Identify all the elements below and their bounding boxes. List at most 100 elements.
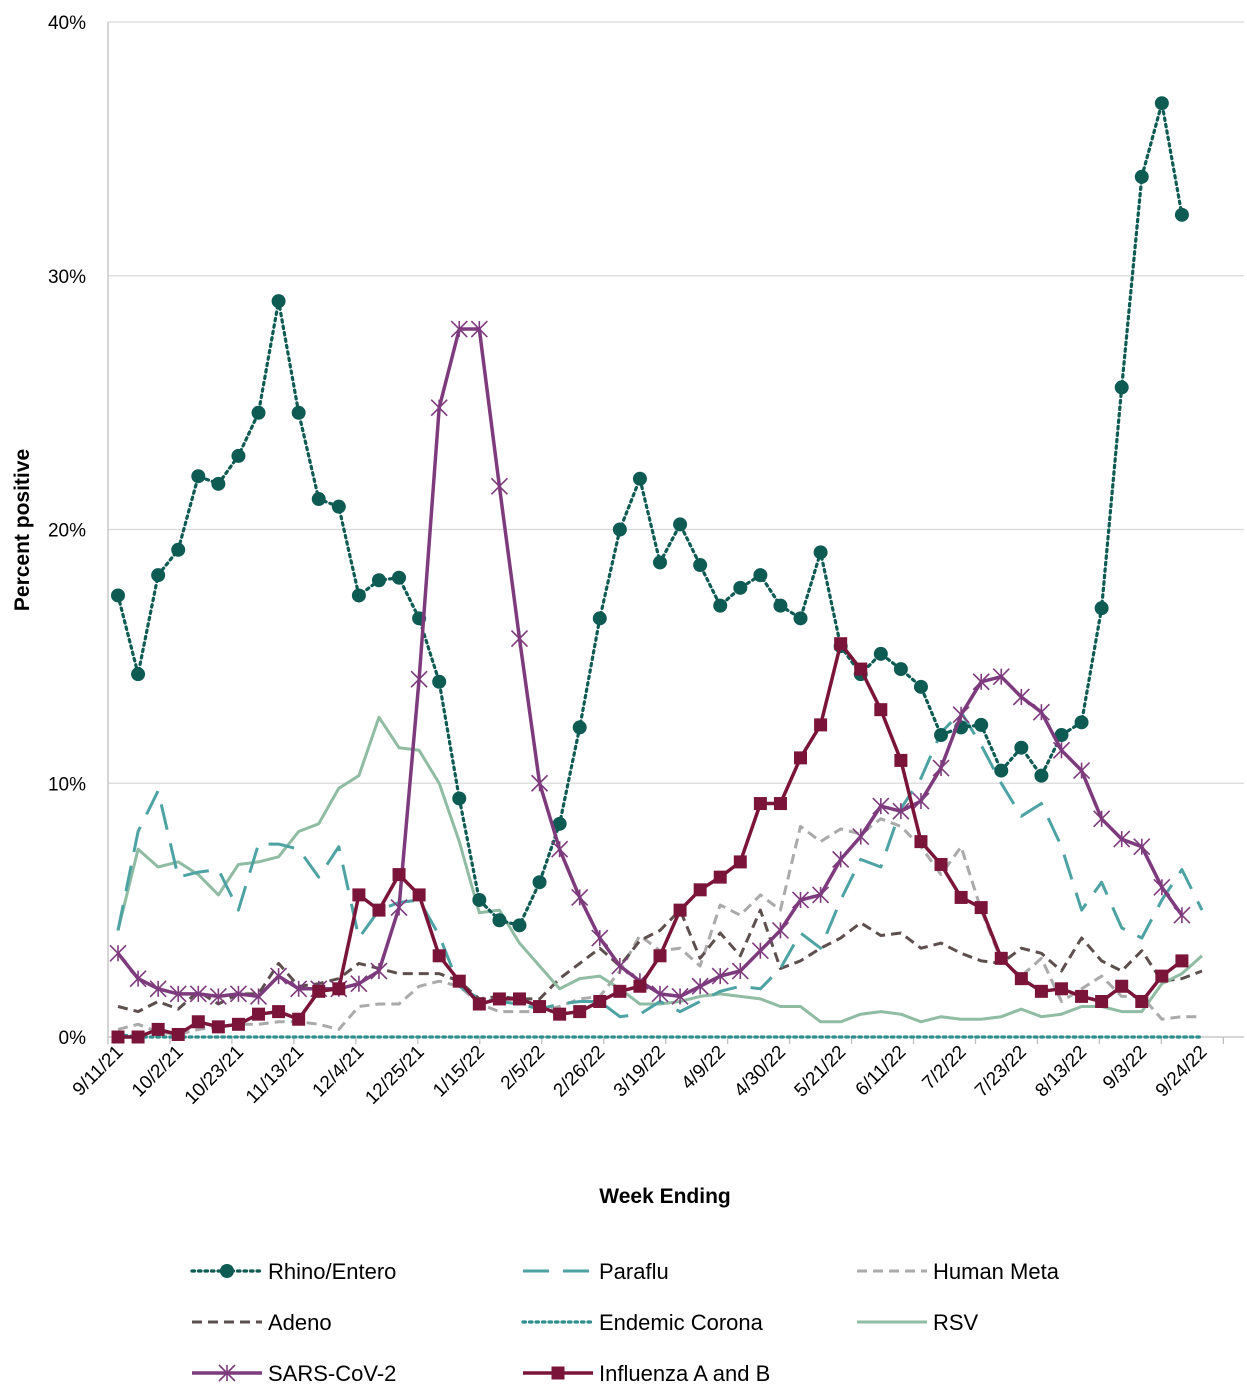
sars-cov-2-point bbox=[350, 975, 368, 993]
influenza-a-and-b-point bbox=[834, 637, 848, 651]
legend-point bbox=[220, 1264, 234, 1278]
sars-cov-2-point bbox=[1153, 878, 1171, 896]
rhino-entero-point bbox=[1014, 740, 1029, 755]
influenza-a-and-b-point bbox=[432, 949, 446, 963]
rhino-entero-point bbox=[913, 679, 928, 694]
sars-cov-2-point bbox=[490, 477, 508, 495]
rhino-entero-point bbox=[191, 469, 206, 484]
influenza-a-and-b-point bbox=[392, 868, 406, 882]
sars-cov-2-point bbox=[1032, 703, 1050, 721]
rhino-entero-point bbox=[171, 542, 186, 557]
x-tick-label: 10/2/21 bbox=[128, 1042, 188, 1102]
influenza-a-and-b-point bbox=[794, 751, 808, 765]
influenza-a-and-b-point bbox=[1115, 979, 1129, 993]
legend-label: Paraflu bbox=[599, 1259, 669, 1284]
influenza-a-and-b-point bbox=[492, 992, 506, 1006]
rhino-entero-point bbox=[291, 405, 306, 420]
influenza-a-and-b-point bbox=[1014, 972, 1028, 986]
sars-cov-2-point bbox=[972, 673, 990, 691]
sars-cov-2-point bbox=[290, 980, 308, 998]
rhino-entero-point bbox=[1134, 169, 1149, 184]
sars-cov-2-line bbox=[116, 327, 1184, 999]
influenza-a-and-b-point bbox=[814, 718, 828, 732]
rhino-entero-point bbox=[632, 471, 647, 486]
influenza-a-and-b-point bbox=[773, 797, 787, 811]
rhino-entero-point bbox=[271, 294, 286, 309]
rhino-entero-point bbox=[111, 588, 125, 603]
rhino-entero-point bbox=[1174, 207, 1189, 222]
influenza-a-and-b-point bbox=[1095, 994, 1109, 1008]
influenza-a-and-b-point bbox=[693, 883, 707, 897]
rhino-entero-point bbox=[813, 545, 828, 560]
x-tick-label: 3/19/22 bbox=[610, 1042, 670, 1102]
influenza-a-and-b-point bbox=[653, 949, 667, 963]
legend-item-rhino-entero: Rhino/Entero bbox=[190, 1259, 396, 1284]
sars-cov-2-point bbox=[370, 962, 388, 980]
rhino-entero-point bbox=[612, 522, 627, 537]
influenza-a-and-b-point bbox=[1075, 989, 1089, 1003]
rhino-entero-point bbox=[994, 763, 1009, 778]
rhino-entero-point bbox=[693, 558, 708, 573]
influenza-a-and-b-point bbox=[151, 1022, 165, 1036]
influenza-a-and-b-point bbox=[733, 855, 747, 869]
sars-cov-2-point bbox=[852, 827, 870, 846]
sars-cov-2-point bbox=[189, 985, 207, 1003]
rhino-entero-point bbox=[492, 913, 507, 928]
influenza-a-and-b-point bbox=[553, 1007, 567, 1021]
rhino-entero-point bbox=[1074, 715, 1089, 730]
sars-cov-2-point bbox=[109, 944, 127, 962]
rhino-entero-point bbox=[873, 646, 888, 661]
rhino-entero-point bbox=[733, 580, 748, 595]
influenza-a-and-b-point bbox=[312, 984, 326, 998]
series-rhino-entero bbox=[111, 96, 1189, 933]
influenza-a-and-b-point bbox=[1034, 984, 1048, 998]
influenza-a-and-b-point bbox=[954, 890, 968, 904]
sars-cov-2-point bbox=[129, 970, 147, 988]
legend-item-paraflu: Paraflu bbox=[523, 1259, 669, 1284]
sars-cov-2-point bbox=[691, 977, 709, 995]
rhino-entero-point bbox=[151, 568, 166, 583]
influenza-a-and-b-point bbox=[613, 984, 627, 998]
sars-cov-2-point bbox=[169, 985, 187, 1003]
series-rsv bbox=[116, 715, 1203, 1024]
sars-cov-2-point bbox=[149, 980, 167, 998]
gridlines bbox=[108, 21, 1244, 784]
rhino-entero-point bbox=[1114, 380, 1129, 395]
rhino-entero-point bbox=[552, 816, 567, 831]
y-tick-label: 40% bbox=[48, 13, 86, 34]
rhino-entero-point bbox=[1094, 601, 1109, 616]
series-endemic-corona bbox=[116, 1032, 1204, 1039]
legend: Rhino/Entero Paraflu Human Meta Adeno Endemi… bbox=[190, 1259, 1060, 1385]
sars-cov-2-point bbox=[249, 987, 268, 1005]
sars-cov-2-point bbox=[892, 802, 910, 820]
series-lines bbox=[109, 96, 1204, 1044]
influenza-a-and-b-point bbox=[231, 1017, 245, 1031]
influenza-a-and-b-point bbox=[633, 979, 647, 993]
series-sars-cov-2 bbox=[109, 320, 1191, 1005]
y-tick-label: 20% bbox=[48, 521, 86, 542]
y-tick-labels: 0% 10% 20% 30% 40% bbox=[48, 13, 86, 1049]
sars-cov-2-point bbox=[1113, 830, 1131, 848]
x-tick-label: 9/11/21 bbox=[69, 1042, 128, 1101]
influenza-a-and-b-point bbox=[211, 1020, 225, 1034]
rhino-entero-point bbox=[653, 555, 667, 570]
sars-cov-2-point bbox=[390, 899, 408, 917]
rhino-entero-point bbox=[371, 573, 386, 588]
sars-cov-2-point bbox=[551, 840, 569, 858]
rhino-entero-point bbox=[1034, 768, 1049, 783]
sars-cov-2-point bbox=[1012, 688, 1030, 706]
legend-label: Rhino/Entero bbox=[268, 1259, 396, 1284]
rhino-entero-point bbox=[351, 588, 366, 603]
rhino-entero-point bbox=[773, 598, 788, 613]
rhino-entero-point bbox=[893, 662, 908, 677]
sars-cov-2-point bbox=[1052, 741, 1071, 759]
x-axis-title: Week Ending bbox=[599, 1185, 730, 1208]
influenza-a-and-b-point bbox=[252, 1007, 266, 1021]
x-tick-label: 9/24/22 bbox=[1152, 1042, 1212, 1102]
sars-cov-2-point bbox=[510, 630, 529, 648]
sars-cov-2-point bbox=[812, 886, 830, 904]
influenza-a-and-b-point bbox=[332, 982, 346, 996]
influenza-a-and-b-point bbox=[1054, 982, 1068, 996]
x-tick-label: 12/25/21 bbox=[361, 1042, 428, 1109]
sars-cov-2-point bbox=[731, 962, 749, 980]
